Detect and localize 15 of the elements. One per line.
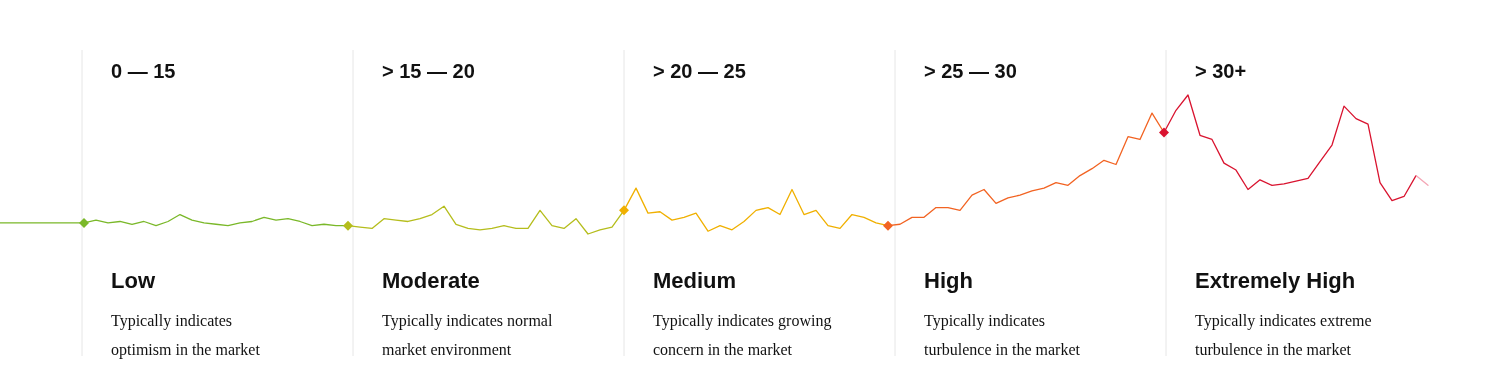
text: Typically indicates growing concern in the market (653, 312, 832, 358)
text: Moderate (382, 268, 480, 293)
text: Typically indicates normal market environment (382, 312, 553, 358)
text: High (924, 268, 973, 293)
text: Extremely High (1195, 268, 1356, 293)
text: Typically indicates turbulence in the market (924, 312, 1081, 358)
text: > 30+ (1195, 60, 1247, 82)
text: > 20 — 25 (653, 60, 746, 82)
text: > 25 — 30 (924, 60, 1017, 82)
text: 0 — 15 (111, 60, 176, 82)
text: > 15 — 20 (382, 60, 475, 82)
text: Low (111, 268, 156, 293)
text: Medium (653, 268, 737, 293)
text: Typically indicates extreme turbulence in the market (1195, 312, 1372, 358)
text: Typically indicates optimism in the market (111, 312, 261, 359)
